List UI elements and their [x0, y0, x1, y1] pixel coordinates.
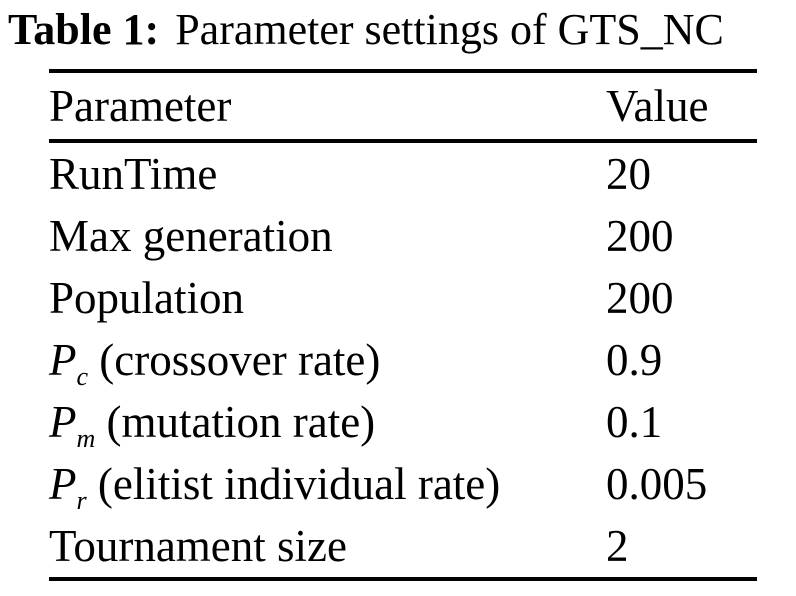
param-cell: RunTime — [49, 141, 606, 205]
param-subscript: m — [76, 423, 96, 453]
param-subscript: c — [76, 361, 89, 391]
param-base: Tournament size — [49, 520, 347, 571]
param-base: Population — [49, 272, 245, 323]
param-cell: Population — [49, 267, 606, 329]
table-row: Population 200 — [49, 267, 757, 329]
table-row: Tournament size 2 — [49, 515, 757, 579]
value-cell: 200 — [606, 210, 674, 261]
param-base: RunTime — [49, 148, 218, 199]
table-row: Max generation 200 — [49, 205, 757, 267]
value-cell: 0.9 — [606, 334, 663, 385]
param-cell: Pc (crossover rate) — [49, 329, 606, 391]
parameter-table: Parameter Value RunTime 20 Max generatio… — [49, 68, 757, 581]
param-subscript: r — [76, 485, 87, 515]
param-rest: (elitist individual rate) — [86, 458, 501, 509]
param-base: P — [49, 396, 77, 447]
table-row: RunTime 20 — [49, 141, 757, 205]
table-caption: Table 1: Parameter settings of GTS_NC — [0, 0, 796, 57]
value-cell: 2 — [606, 520, 629, 571]
header-row: Parameter Value — [49, 68, 757, 143]
param-rest: (crossover rate) — [88, 334, 381, 385]
table-row: Pm (mutation rate) 0.1 — [49, 391, 757, 453]
param-cell: Pm (mutation rate) — [49, 391, 606, 453]
param-cell: Pr (elitist individual rate) — [49, 453, 606, 515]
param-base: Max generation — [49, 210, 333, 261]
value-cell: 0.1 — [606, 396, 663, 447]
caption-text: Parameter settings of GTS_NC — [175, 5, 724, 54]
param-base: P — [49, 458, 77, 509]
header-value: Value — [606, 68, 757, 143]
table-row: Pc (crossover rate) 0.9 — [49, 329, 757, 391]
value-cell: 200 — [606, 272, 674, 323]
param-base: P — [49, 334, 77, 385]
param-cell: Tournament size — [49, 515, 606, 579]
table-body: RunTime 20 Max generation 200 Population… — [49, 141, 757, 579]
caption-label: Table 1: — [8, 5, 160, 54]
header-parameter: Parameter — [49, 68, 606, 143]
param-rest: (mutation rate) — [95, 396, 376, 447]
table-row: Pr (elitist individual rate) 0.005 — [49, 453, 757, 515]
param-cell: Max generation — [49, 205, 606, 267]
value-cell: 20 — [606, 148, 651, 199]
value-cell: 0.005 — [606, 458, 708, 509]
